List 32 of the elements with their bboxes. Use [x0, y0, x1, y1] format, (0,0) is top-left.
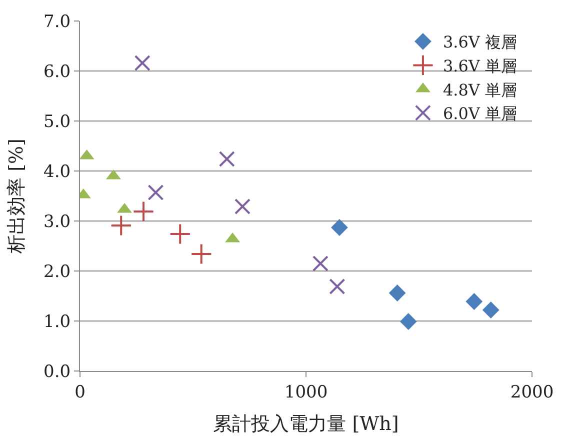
x-tick-label: 0	[74, 382, 86, 402]
x-tick-label: 2000	[510, 382, 554, 402]
legend-label: 3.6V 複層	[442, 32, 518, 52]
y-tick-label: 0.0	[44, 362, 71, 382]
y-tick-label: 5.0	[44, 112, 71, 132]
point	[329, 278, 346, 294]
point	[331, 219, 348, 236]
y-tick-label: 2.0	[44, 262, 71, 282]
y-tick-label: 4.0	[44, 162, 71, 182]
legend-label: 3.6V 単層	[442, 56, 518, 76]
point	[388, 284, 406, 302]
legend-label: 6.0V 単層	[442, 104, 518, 124]
y-axis-title: 析出効率 [%]	[5, 138, 28, 254]
point	[312, 256, 328, 272]
y-tick-label: 1.0	[44, 312, 71, 332]
y-tick-label: 7.0	[44, 12, 71, 32]
point	[234, 198, 250, 214]
point	[190, 243, 212, 265]
point	[148, 184, 164, 200]
x-tick-label: 1000	[284, 382, 328, 402]
y-tick-label: 6.0	[44, 62, 71, 82]
point	[169, 223, 191, 245]
point	[482, 302, 500, 318]
point	[218, 151, 235, 167]
point	[400, 313, 417, 330]
point	[134, 55, 150, 71]
legend-label: 4.8V 単層	[442, 80, 518, 100]
point	[132, 200, 154, 222]
y-tick-label: 3.0	[44, 212, 71, 232]
point	[466, 293, 483, 310]
x-axis-title: 累計投入電力量 [Wh]	[213, 413, 399, 436]
point	[110, 214, 132, 236]
